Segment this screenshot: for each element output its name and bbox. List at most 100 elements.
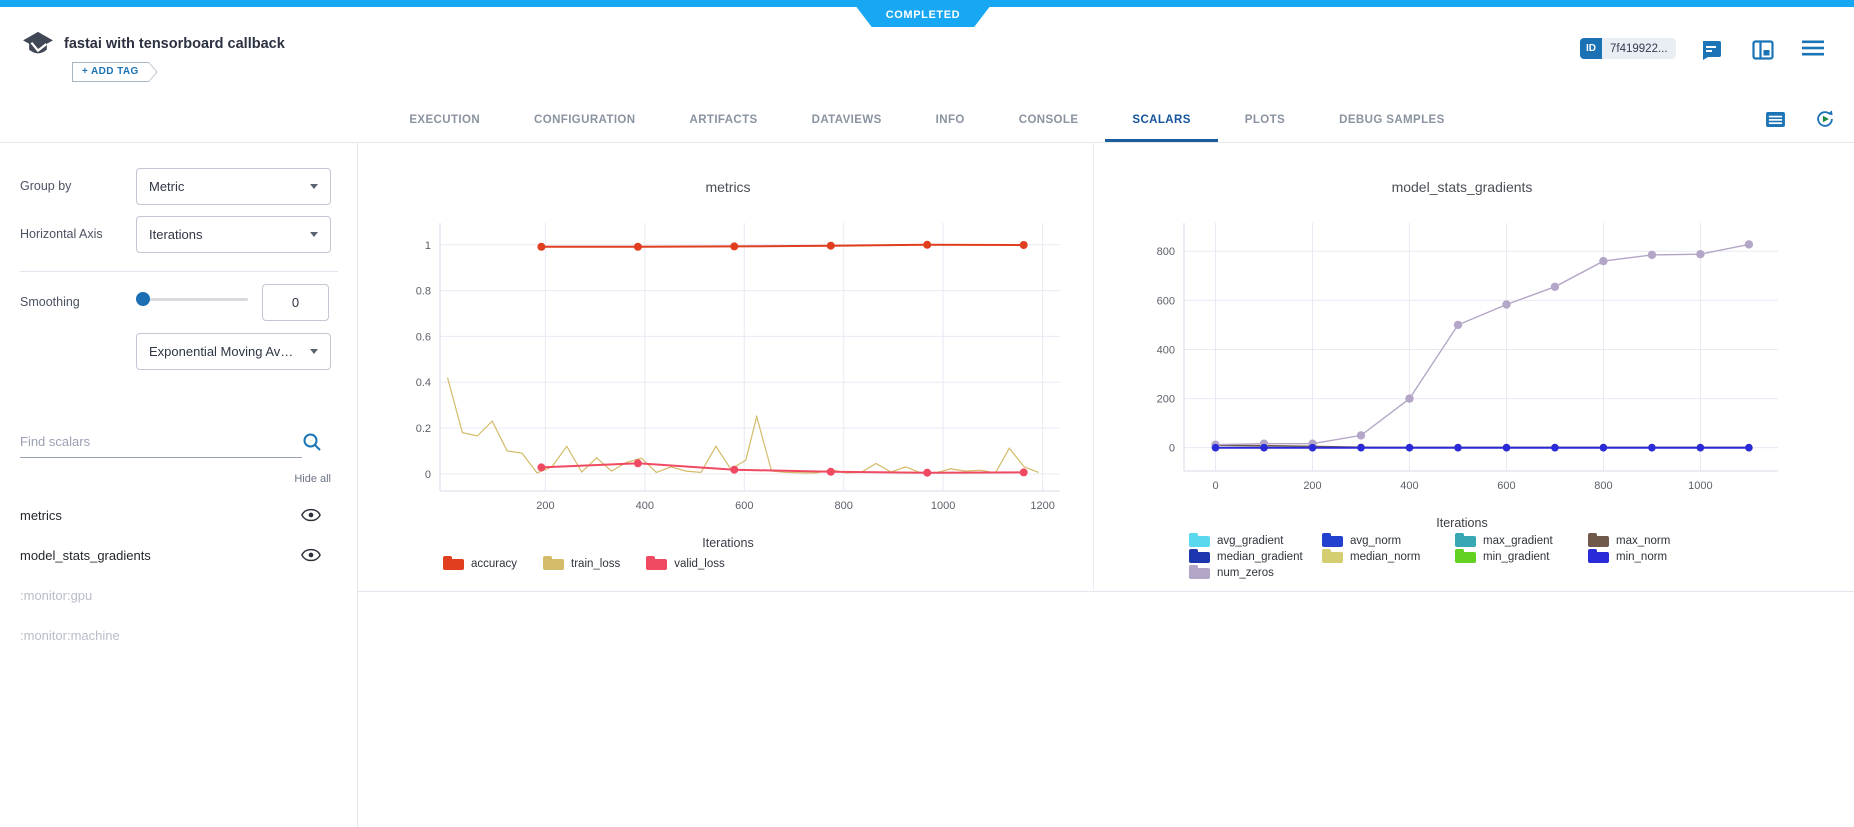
legend-label: valid_loss bbox=[674, 558, 725, 570]
series-marker-num_zeros bbox=[1648, 251, 1656, 259]
smoothing-method-select[interactable]: Exponential Moving Av… bbox=[136, 333, 331, 370]
svg-text:0: 0 bbox=[425, 469, 431, 481]
tab-configuration[interactable]: CONFIGURATION bbox=[507, 100, 662, 142]
table-view-icon[interactable] bbox=[1765, 111, 1786, 133]
sidebar-divider bbox=[20, 271, 338, 272]
smoothing-method-value: Exponential Moving Av… bbox=[149, 344, 293, 359]
svg-text:0: 0 bbox=[1212, 480, 1218, 492]
legend-item-min_norm[interactable]: min_norm bbox=[1588, 551, 1721, 563]
series-marker-valid_loss bbox=[730, 466, 738, 474]
scalar-label: :monitor:gpu bbox=[20, 588, 92, 603]
series-marker-num_zeros bbox=[1696, 250, 1704, 258]
legend-label: max_gradient bbox=[1483, 535, 1553, 547]
eye-icon[interactable] bbox=[301, 508, 321, 527]
legend-item-min_gradient[interactable]: min_gradient bbox=[1455, 551, 1588, 563]
scalar-row-metrics[interactable]: metrics bbox=[0, 495, 357, 535]
legend-item-max_norm[interactable]: max_norm bbox=[1588, 535, 1721, 547]
svg-text:400: 400 bbox=[1157, 344, 1175, 356]
series-marker-num_zeros bbox=[1405, 394, 1413, 402]
legend-swatch-icon bbox=[1322, 536, 1343, 547]
svg-text:200: 200 bbox=[1157, 394, 1175, 406]
chart-canvas[interactable]: 020040060080010000200400600800 bbox=[1112, 213, 1812, 503]
comments-icon[interactable] bbox=[1700, 40, 1722, 65]
legend-label: train_loss bbox=[571, 558, 620, 570]
legend-label: max_norm bbox=[1616, 535, 1670, 547]
series-marker-min_norm bbox=[1357, 444, 1365, 452]
legend-item-num_zeros[interactable]: num_zeros bbox=[1189, 567, 1322, 579]
chart-xlabel: Iterations bbox=[1094, 516, 1830, 530]
series-marker-valid_loss bbox=[1020, 468, 1028, 476]
eye-icon[interactable] bbox=[301, 548, 321, 567]
add-tag-button[interactable]: + ADD TAG bbox=[72, 62, 158, 82]
tab-execution[interactable]: EXECUTION bbox=[382, 100, 507, 142]
id-label: ID bbox=[1580, 38, 1602, 59]
menu-icon[interactable] bbox=[1802, 40, 1824, 61]
chart-plot-area[interactable]: 2004006008001000120000.20.40.60.81 bbox=[363, 213, 1093, 528]
series-marker-valid_loss bbox=[634, 459, 642, 467]
smoothing-slider-knob[interactable] bbox=[136, 292, 150, 306]
series-marker-num_zeros bbox=[1357, 431, 1365, 439]
svg-text:1000: 1000 bbox=[1688, 480, 1712, 492]
legend-item-median_norm[interactable]: median_norm bbox=[1322, 551, 1455, 563]
app-window: COMPLETED fastai with tensorboard callba… bbox=[0, 0, 1854, 827]
series-marker-min_norm bbox=[1551, 444, 1559, 452]
legend-item-avg_gradient[interactable]: avg_gradient bbox=[1189, 535, 1322, 547]
svg-text:1: 1 bbox=[425, 240, 431, 252]
legend-item-avg_norm[interactable]: avg_norm bbox=[1322, 535, 1455, 547]
info-panel-toggle-icon[interactable] bbox=[1752, 40, 1774, 65]
legend-item-max_gradient[interactable]: max_gradient bbox=[1455, 535, 1588, 547]
tab-bar: EXECUTIONCONFIGURATIONARTIFACTSDATAVIEWS… bbox=[0, 100, 1854, 143]
group-by-select[interactable]: Metric bbox=[136, 168, 331, 205]
legend-swatch-icon bbox=[1189, 552, 1210, 563]
svg-text:400: 400 bbox=[636, 500, 654, 512]
tab-artifacts[interactable]: ARTIFACTS bbox=[662, 100, 784, 142]
chart-card-metrics: metrics 2004006008001000120000.20.40.60.… bbox=[363, 143, 1093, 592]
scalar-row-model-stats-gradients[interactable]: model_stats_gradients bbox=[0, 535, 357, 575]
scalar-label: :monitor:machine bbox=[20, 628, 120, 643]
chart-plot-area[interactable]: 020040060080010000200400600800 bbox=[1094, 213, 1830, 508]
search-icon[interactable] bbox=[302, 432, 322, 457]
tab-plots[interactable]: PLOTS bbox=[1218, 100, 1312, 142]
legend-label: min_gradient bbox=[1483, 551, 1549, 563]
tab-debug-samples[interactable]: DEBUG SAMPLES bbox=[1312, 100, 1472, 142]
series-marker-num_zeros bbox=[1551, 283, 1559, 291]
legend-item-accuracy[interactable]: accuracy bbox=[443, 558, 517, 570]
tab-dataviews[interactable]: DATAVIEWS bbox=[785, 100, 909, 142]
series-marker-min_norm bbox=[1309, 444, 1317, 452]
experiment-id-badge[interactable]: ID 7f419922... bbox=[1580, 38, 1676, 59]
smoothing-slider[interactable] bbox=[136, 291, 248, 307]
series-marker-min_norm bbox=[1697, 444, 1705, 452]
legend-label: avg_norm bbox=[1350, 535, 1401, 547]
scalar-label: metrics bbox=[20, 508, 62, 523]
legend-label: accuracy bbox=[471, 558, 517, 570]
charts-section: metrics 2004006008001000120000.20.40.60.… bbox=[358, 143, 1854, 592]
scalar-row-monitor-gpu[interactable]: :monitor:gpu bbox=[0, 575, 357, 615]
tab-scalars[interactable]: SCALARS bbox=[1105, 100, 1217, 142]
legend-item-median_gradient[interactable]: median_gradient bbox=[1189, 551, 1322, 563]
chart-canvas[interactable]: 2004006008001000120000.20.40.60.81 bbox=[378, 213, 1078, 523]
chevron-down-icon bbox=[310, 349, 318, 354]
auto-refresh-icon[interactable] bbox=[1814, 108, 1836, 135]
legend-swatch-icon bbox=[1455, 536, 1476, 547]
legend-label: num_zeros bbox=[1217, 567, 1274, 579]
series-marker-accuracy bbox=[730, 242, 738, 250]
horizontal-axis-select[interactable]: Iterations bbox=[136, 216, 331, 253]
scalar-row-monitor-machine[interactable]: :monitor:machine bbox=[0, 615, 357, 655]
hide-all-link[interactable]: Hide all bbox=[294, 473, 331, 485]
chart-card-model-stats-gradients: model_stats_gradients 020040060080010000… bbox=[1093, 143, 1830, 592]
smoothing-value-input[interactable] bbox=[262, 284, 329, 321]
svg-text:0.4: 0.4 bbox=[416, 377, 431, 389]
svg-text:0.6: 0.6 bbox=[416, 331, 431, 343]
legend-item-train_loss[interactable]: train_loss bbox=[543, 558, 620, 570]
status-top-bar bbox=[0, 0, 1854, 7]
tab-console[interactable]: CONSOLE bbox=[992, 100, 1106, 142]
legend-swatch-icon bbox=[1189, 568, 1210, 579]
series-marker-accuracy bbox=[1020, 241, 1028, 249]
series-line-valid_loss bbox=[541, 463, 1023, 472]
legend-item-valid_loss[interactable]: valid_loss bbox=[646, 558, 725, 570]
series-marker-num_zeros bbox=[1502, 300, 1510, 308]
series-marker-min_norm bbox=[1503, 444, 1511, 452]
find-scalars-input[interactable] bbox=[20, 428, 302, 458]
chart-title: model_stats_gradients bbox=[1094, 179, 1830, 199]
tab-info[interactable]: INFO bbox=[909, 100, 992, 142]
